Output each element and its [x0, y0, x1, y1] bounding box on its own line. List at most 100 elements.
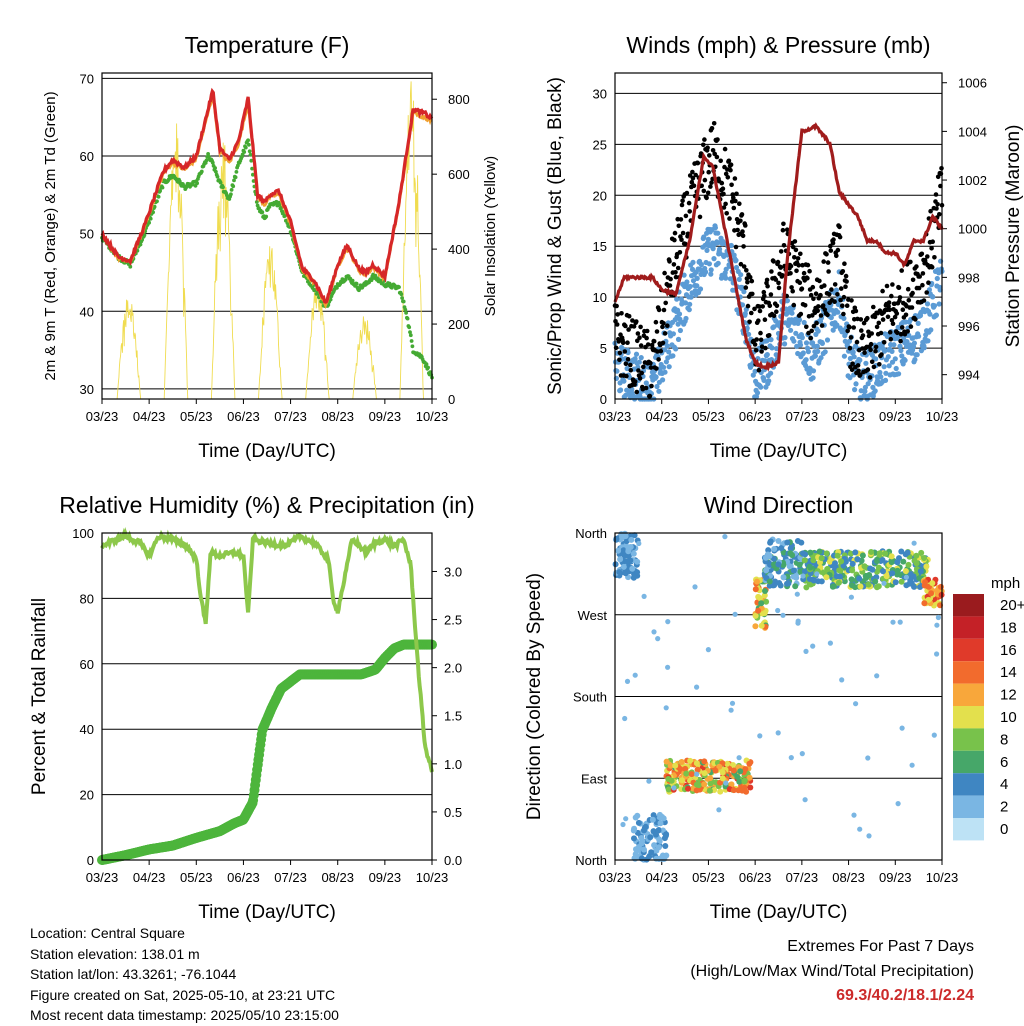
- panel-title: Temperature (F): [185, 32, 350, 58]
- y-axis-label: Direction (Colored By Speed): [524, 573, 545, 820]
- y-axis-label: 2m & 9m T (Red, Orange) & 2m Td (Green): [42, 91, 59, 380]
- direction-point: [849, 567, 856, 574]
- x-tick-label: 04/23: [133, 409, 166, 424]
- legend-swatch: [953, 706, 984, 729]
- x-tick-label: 05/23: [180, 409, 213, 424]
- gust-point: [878, 330, 884, 336]
- gust-point: [847, 345, 853, 351]
- gust-point: [663, 300, 668, 306]
- direction-point: [917, 568, 924, 575]
- gust-point: [871, 364, 877, 370]
- wind-point: [754, 390, 761, 396]
- gust-point: [738, 218, 743, 224]
- plot-frame: [614, 532, 943, 861]
- gust-point: [805, 276, 810, 281]
- wind-point: [822, 349, 828, 355]
- gust-point: [661, 321, 666, 326]
- wind-point: [708, 267, 714, 273]
- gust-point: [868, 341, 874, 347]
- gust-point: [721, 191, 726, 197]
- wind-point: [835, 309, 841, 315]
- dewpoint-point: [242, 150, 247, 154]
- gust-point: [767, 303, 773, 309]
- dewpoint-point: [247, 142, 251, 147]
- gust-point: [792, 254, 797, 260]
- wind-point: [882, 377, 889, 383]
- wind-point: [761, 377, 767, 383]
- direction-point: [687, 757, 694, 764]
- direction-point: [719, 775, 726, 782]
- wind-point: [733, 257, 739, 263]
- direction-point: [746, 774, 753, 781]
- x-tick-label: 06/23: [227, 870, 260, 885]
- direction-point: [628, 536, 635, 543]
- wind-point: [769, 345, 775, 351]
- gust-point: [898, 331, 904, 337]
- station-location: Location: Central Square: [30, 925, 185, 941]
- direction-point: [617, 556, 624, 563]
- gust-point: [680, 230, 686, 236]
- gust-point: [825, 260, 831, 265]
- wind-point: [694, 283, 700, 289]
- gust-point: [876, 320, 882, 326]
- y-tick-label: 15: [593, 239, 607, 254]
- wind-point: [903, 319, 909, 325]
- gust-point: [880, 288, 885, 294]
- wind-point: [915, 320, 921, 326]
- gust-point: [705, 190, 711, 196]
- wind-point: [733, 264, 740, 271]
- dewpoint-point: [214, 169, 218, 174]
- y-tick-label: 70: [80, 71, 94, 86]
- direction-point: [701, 770, 708, 777]
- gust-point: [648, 360, 653, 366]
- dewpoint-point: [249, 158, 254, 163]
- x-tick-label: 04/23: [133, 870, 166, 885]
- gust-point: [714, 154, 720, 160]
- direction-point: [904, 549, 911, 556]
- direction-point: [859, 552, 866, 559]
- direction-point: [693, 760, 700, 767]
- y-tick-label: 20: [593, 188, 607, 203]
- legend-swatch: [953, 638, 984, 662]
- wind-point: [904, 339, 910, 345]
- y2-tick-label: 0.0: [444, 853, 462, 868]
- wind-point: [873, 356, 879, 362]
- wind-point: [689, 266, 696, 272]
- gust-point: [749, 278, 755, 284]
- direction-point: [639, 838, 646, 845]
- wind-point: [886, 363, 892, 369]
- direction-point: [899, 725, 905, 731]
- direction-point: [922, 579, 929, 586]
- gust-point: [908, 324, 914, 329]
- direction-point: [762, 588, 768, 594]
- gust-point: [880, 317, 886, 322]
- gust-point: [780, 273, 785, 278]
- gust-point: [741, 264, 747, 269]
- direction-point: [694, 766, 701, 773]
- figure-created: Figure created on Sat, 2025-05-10, at 23…: [30, 986, 336, 1003]
- direction-point: [775, 561, 782, 568]
- wind-point: [914, 352, 920, 358]
- gust-point: [745, 279, 750, 285]
- legend-label: 10: [1000, 709, 1017, 726]
- x-tick-label: 07/23: [274, 870, 307, 885]
- direction-point: [646, 853, 653, 860]
- gust-point: [667, 259, 672, 264]
- gust-point: [929, 264, 935, 270]
- direction-point: [692, 584, 698, 590]
- wind-point: [712, 225, 719, 231]
- dewpoint-point: [409, 339, 414, 343]
- direction-point: [618, 535, 625, 541]
- wind-point: [654, 383, 660, 390]
- direction-point: [641, 593, 647, 600]
- gust-point: [775, 259, 781, 265]
- wind-point: [799, 335, 805, 341]
- dewpoint-point: [404, 311, 408, 315]
- dewpoint-point: [424, 362, 429, 367]
- gust-point: [672, 230, 678, 236]
- gust-point: [690, 175, 696, 181]
- gust-point: [656, 357, 661, 362]
- dewpoint-point: [408, 333, 413, 338]
- direction-point: [651, 842, 658, 849]
- wind-point: [774, 346, 780, 352]
